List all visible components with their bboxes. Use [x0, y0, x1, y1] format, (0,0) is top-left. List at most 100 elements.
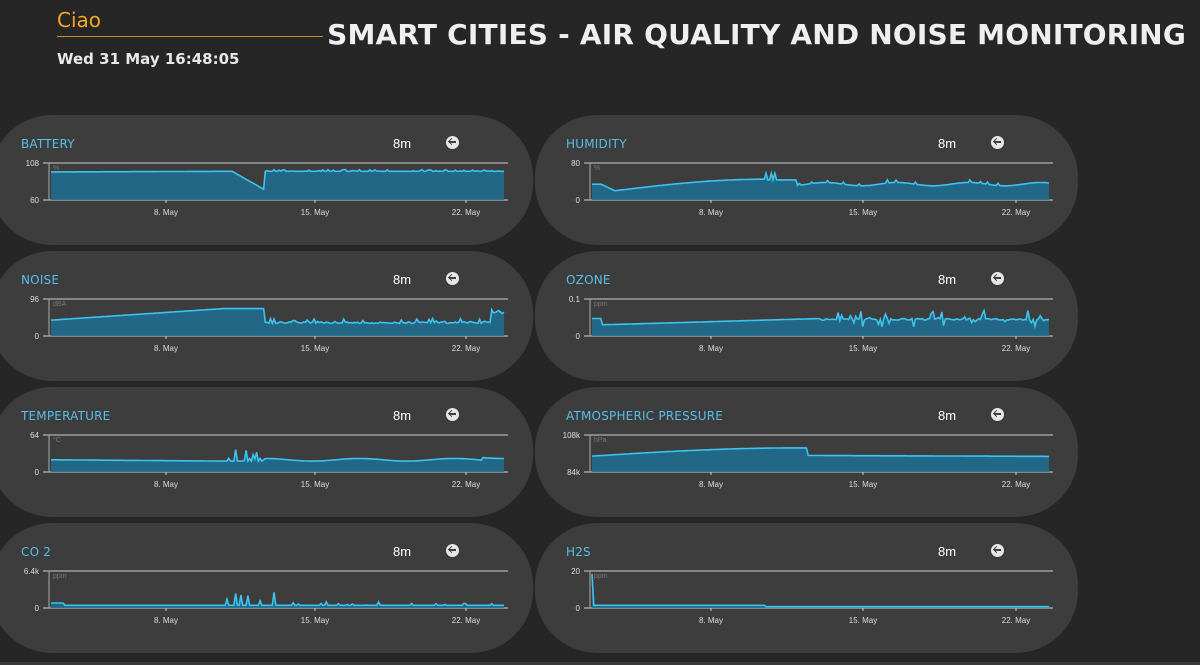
widget-co-2: 6.4k 0 ppm 8. May 15. May 22. May CO 2 8m: [0, 523, 533, 653]
datetime: Wed 31 May 16:48:05: [57, 50, 240, 68]
x-tick-label: 22. May: [1002, 344, 1030, 353]
x-tick-label: 8. May: [154, 480, 178, 489]
unit-label: %: [594, 165, 600, 172]
series-area: [51, 592, 504, 608]
x-tick-label: 8. May: [699, 480, 723, 489]
time-range[interactable]: 8m: [393, 544, 412, 559]
x-tick-label: 8. May: [154, 344, 178, 353]
series-area: [51, 308, 504, 336]
series-area: [592, 447, 1049, 472]
series-area: [592, 310, 1049, 336]
sparkline-chart: 0.1 0 ppm 8. May 15. May 22. May: [569, 295, 1053, 353]
x-tick-label: 15. May: [849, 208, 877, 217]
bottom-divider: [0, 662, 1200, 665]
back-arrow-icon[interactable]: [446, 136, 459, 149]
widget-label: BATTERY: [21, 137, 75, 151]
series-line: [591, 573, 1049, 608]
widget-label: NOISE: [21, 273, 60, 287]
y-tick-bottom: 0: [576, 196, 581, 205]
time-range[interactable]: 8m: [393, 408, 412, 423]
back-arrow-icon[interactable]: [991, 136, 1004, 149]
sparkline-chart: 108k 84k hPa 8. May 15. May 22. May: [563, 431, 1053, 489]
back-arrow-icon[interactable]: [991, 544, 1004, 557]
y-tick-bottom: 0: [576, 332, 581, 341]
time-range[interactable]: 8m: [938, 136, 957, 151]
y-tick-bottom: 0: [35, 468, 40, 477]
widget-humidity: 80 0% 8. May 15. May 22. May HUMIDITY 8m: [535, 115, 1078, 245]
series-area: [592, 574, 1049, 608]
x-tick-label: 22. May: [1002, 616, 1030, 625]
x-tick-label: 15. May: [301, 616, 329, 625]
back-arrow-icon[interactable]: [446, 544, 459, 557]
unit-label: ppm: [594, 301, 608, 308]
series-line: [591, 447, 1049, 458]
y-tick-top: 108k: [563, 431, 581, 440]
x-tick-label: 15. May: [849, 616, 877, 625]
y-tick-bottom: 0: [576, 604, 581, 613]
series-line: [51, 592, 504, 607]
y-tick-top: 20: [571, 567, 580, 576]
back-arrow-icon[interactable]: [991, 408, 1004, 421]
back-arrow-icon[interactable]: [446, 272, 459, 285]
time-range[interactable]: 8m: [393, 136, 412, 151]
widget-temperature: 64 0 °C 8. May 15. May 22. May TEMPERATURE 8m: [0, 387, 533, 517]
unit-label: %: [53, 165, 59, 172]
unit-label: ppm: [594, 573, 608, 580]
y-tick-bottom: 0: [35, 604, 40, 613]
x-tick-label: 22. May: [452, 616, 480, 625]
y-tick-top: 108: [26, 159, 40, 168]
x-tick-label: 8. May: [154, 616, 178, 625]
x-tick-label: 8. May: [699, 616, 723, 625]
x-tick-label: 8. May: [154, 208, 178, 217]
back-arrow-icon[interactable]: [446, 408, 459, 421]
widget-noise: 96 0 dBA 8. May 15. May 22. May NOISE 8m: [0, 251, 533, 381]
x-tick-label: 8. May: [699, 208, 723, 217]
unit-label: °C: [53, 436, 61, 444]
widget-label: TEMPERATURE: [21, 409, 111, 423]
y-tick-top: 64: [30, 431, 39, 440]
sparkline-chart: 96 0 dBA 8. May 15. May 22. May: [30, 295, 508, 353]
y-tick-top: 80: [571, 159, 580, 168]
x-tick-label: 22. May: [452, 480, 480, 489]
widget-label: ATMOSPHERIC PRESSURE: [566, 409, 724, 423]
time-range[interactable]: 8m: [393, 272, 412, 287]
widget-label: HUMIDITY: [566, 137, 627, 151]
time-range[interactable]: 8m: [938, 408, 957, 423]
widget-label: CO 2: [21, 545, 52, 559]
series-line: [592, 308, 1050, 330]
time-range[interactable]: 8m: [938, 544, 957, 559]
x-tick-label: 8. May: [699, 344, 723, 353]
sparkline-chart: 6.4k 0 ppm 8. May 15. May 22. May: [24, 567, 508, 625]
x-tick-label: 15. May: [301, 344, 329, 353]
y-tick-top: 96: [30, 295, 39, 304]
x-tick-label: 15. May: [301, 480, 329, 489]
greeting: Ciao: [57, 8, 323, 37]
x-tick-label: 22. May: [1002, 208, 1030, 217]
y-tick-top: 6.4k: [24, 567, 40, 576]
time-range[interactable]: 8m: [938, 272, 957, 287]
back-arrow-icon[interactable]: [991, 272, 1004, 285]
unit-label: dBA: [53, 301, 67, 308]
x-tick-label: 22. May: [452, 208, 480, 217]
widget-atmospheric-pressure: 108k 84k hPa 8. May 15. May 22. May ATMOSPHERI…: [535, 387, 1078, 517]
series-line: [592, 170, 1050, 192]
y-tick-top: 0.1: [569, 295, 581, 304]
series-line: [51, 168, 504, 191]
sparkline-chart: 80 0% 8. May 15. May 22. May: [571, 159, 1053, 217]
unit-label: ppm: [53, 573, 67, 580]
sparkline-chart: 108 60% 8. May 15. May 22. May: [26, 159, 508, 217]
unit-label: hPa: [594, 437, 607, 444]
x-tick-label: 15. May: [849, 480, 877, 489]
sparkline-chart: 64 0 °C 8. May 15. May 22. May: [30, 431, 508, 489]
series-area: [592, 173, 1049, 200]
series-area: [51, 169, 504, 200]
series-line: [51, 449, 505, 464]
x-tick-label: 15. May: [301, 208, 329, 217]
page-title: SMART CITIES - AIR QUALITY AND NOISE MON…: [327, 18, 1186, 51]
x-tick-label: 22. May: [1002, 480, 1030, 489]
x-tick-label: 22. May: [452, 344, 480, 353]
x-tick-label: 15. May: [849, 344, 877, 353]
y-tick-bottom: 60: [30, 196, 39, 205]
series-area: [51, 449, 504, 472]
y-tick-bottom: 0: [35, 332, 40, 341]
